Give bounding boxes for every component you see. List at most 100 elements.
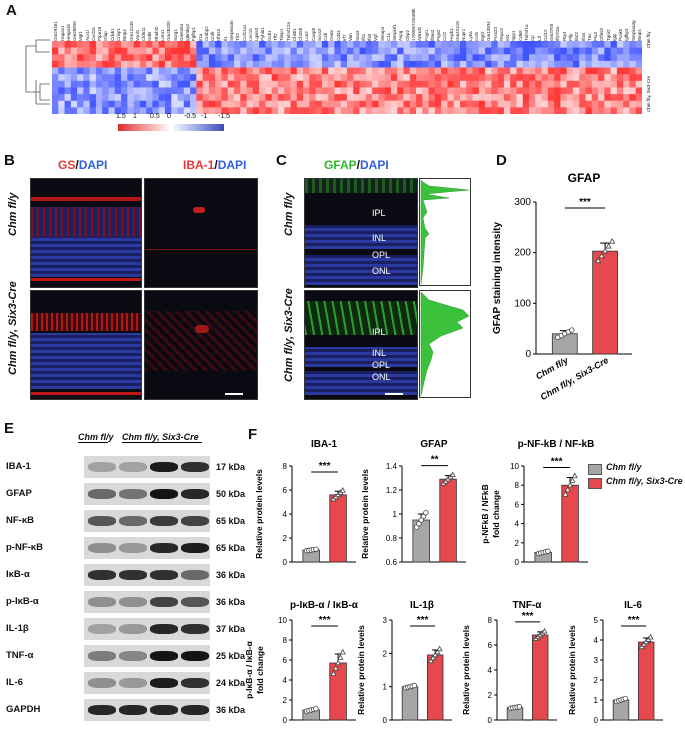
heatmap-cell	[171, 67, 178, 75]
significance-label: ***	[579, 197, 591, 208]
heatmap-cell	[321, 80, 329, 88]
heatmap-cell	[472, 94, 480, 102]
heatmap-cell	[598, 107, 605, 114]
heatmap-cell	[359, 47, 367, 55]
heatmap-cell	[579, 67, 586, 75]
heatmap-cell	[183, 74, 191, 82]
heatmap-cell	[271, 87, 279, 95]
heatmap-color-scale	[118, 124, 224, 131]
wb-protein-label: p-NF-κB	[6, 542, 43, 553]
data-point	[562, 490, 569, 497]
heatmap-cell	[485, 41, 492, 48]
heatmap-cell	[635, 94, 642, 102]
heatmap-cell	[340, 94, 348, 102]
y-axis-label: p-IκB-α / IκB-α	[244, 640, 254, 698]
heatmap-cell	[127, 74, 134, 82]
heatmap-cell	[271, 60, 279, 68]
y-axis-label: Relative protein levels	[461, 625, 471, 715]
wb-band	[181, 516, 209, 526]
heatmap-cell	[598, 74, 605, 82]
heatmap-cell	[560, 74, 567, 82]
heatmap-cell	[447, 67, 455, 75]
heatmap-cell	[472, 47, 480, 55]
heatmap-cell	[139, 74, 147, 82]
heatmap-cell	[378, 67, 385, 75]
heatmap-cell	[591, 54, 599, 62]
heatmap-cell	[158, 80, 166, 88]
heatmap-cell	[164, 107, 172, 114]
heatmap-cell	[196, 47, 203, 55]
heatmap-cell	[635, 100, 642, 108]
heatmap-cell	[604, 87, 611, 95]
heatmap-cell	[152, 74, 160, 82]
bar	[329, 662, 347, 721]
heatmap-cell	[616, 94, 624, 102]
heatmap-cell	[428, 100, 436, 108]
heatmap-cell	[616, 80, 624, 88]
heatmap-cell	[252, 74, 260, 82]
heatmap-cell	[535, 41, 542, 48]
heatmap-cell	[70, 41, 78, 48]
heatmap-cell	[328, 67, 335, 75]
heatmap-cell	[409, 94, 417, 102]
heatmap-cell	[95, 54, 103, 62]
heatmap-cell	[604, 54, 611, 62]
heatmap-cell	[547, 60, 555, 68]
heatmap-cell	[95, 87, 103, 95]
heatmap-cell	[585, 54, 593, 62]
heatmap-cell	[447, 41, 455, 48]
heatmap-cell	[303, 94, 310, 102]
heatmap-cell	[89, 41, 97, 48]
heatmap-cell	[303, 67, 310, 75]
heatmap-cell	[265, 100, 272, 108]
heatmap-cell	[58, 94, 65, 102]
heatmap-cell	[215, 60, 222, 68]
y-axis-label: GFAP staining intensity	[492, 222, 503, 334]
heatmap-cell	[340, 54, 348, 62]
heatmap-cell	[309, 54, 316, 62]
heatmap-cell	[303, 74, 310, 82]
heatmap-cell	[491, 67, 498, 75]
heatmap-cell	[560, 87, 567, 95]
heatmap-cell	[610, 54, 618, 62]
heatmap-cell	[397, 87, 404, 95]
heatmap-cell	[284, 87, 291, 95]
heatmap-cell	[183, 54, 191, 62]
wb-band	[119, 624, 147, 634]
heatmap-cell	[616, 54, 624, 62]
y-tick-label: 1	[393, 510, 398, 519]
micrograph-gs-ko	[30, 290, 142, 400]
heatmap-cell	[541, 87, 549, 95]
heatmap-cell	[478, 67, 486, 75]
data-point	[595, 257, 602, 264]
heatmap-cell	[259, 60, 266, 68]
heatmap-cell	[403, 94, 411, 102]
heatmap-cell	[227, 100, 235, 108]
heatmap-cell	[616, 74, 624, 82]
heatmap-cell	[64, 67, 72, 75]
heatmap-cell	[183, 41, 191, 48]
heatmap-cell	[234, 94, 241, 102]
heatmap-cell	[77, 41, 84, 48]
heatmap-cell	[95, 100, 103, 108]
heatmap-cell	[453, 41, 461, 48]
heatmap-cell	[598, 47, 605, 55]
wb-protein-label: NF-κB	[6, 515, 34, 526]
heatmap-cell	[114, 94, 122, 102]
heatmap-cell	[516, 94, 524, 102]
heatmap-cell	[434, 67, 442, 75]
heatmap-cell	[208, 47, 216, 55]
heatmap-cell	[466, 41, 473, 48]
heatmap-cell	[95, 47, 103, 55]
y-axis-label: Relative protein levels	[356, 625, 366, 715]
heatmap-cell	[215, 107, 222, 114]
heatmap-cell	[560, 60, 567, 68]
heatmap-cell	[215, 41, 222, 48]
heatmap-cell	[572, 87, 580, 95]
bar	[532, 634, 549, 721]
heatmap-cell	[453, 100, 461, 108]
heatmap-cell	[516, 74, 524, 82]
y-axis-label: fold change	[491, 490, 501, 538]
micrograph-gs-control	[30, 178, 142, 288]
heatmap-cell	[522, 60, 530, 68]
